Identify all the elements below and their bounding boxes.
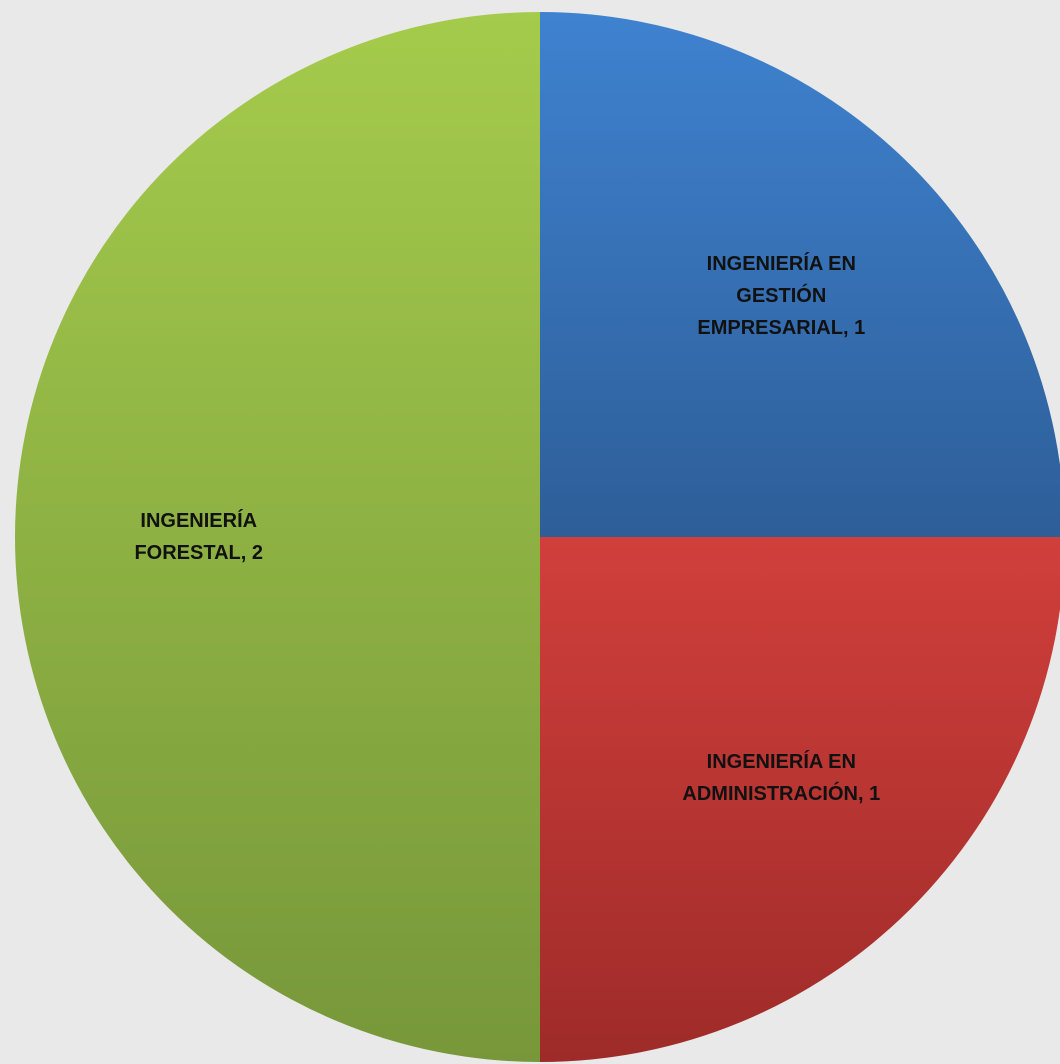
category-label: INGENIERÍA FORESTAL xyxy=(134,510,257,564)
label-box: INGENIERÍA EN ADMINISTRACIÓN 1 xyxy=(669,708,894,848)
label-text: INGENIERÍA EN ADMINISTRACIÓN 1 xyxy=(669,746,894,810)
pie-slice xyxy=(15,12,540,1062)
value-label: 2 xyxy=(251,542,264,564)
data-label: INGENIERÍA EN ADMINISTRACIÓN 1 xyxy=(669,708,894,848)
value-label: 1 xyxy=(869,783,881,806)
value-label: 1 xyxy=(854,316,866,339)
label-box: INGENIERÍA FORESTAL2 xyxy=(86,467,311,607)
pie-slice xyxy=(540,12,1060,537)
data-label: INGENIERÍA EN GESTIÓN EMPRESARIAL1 xyxy=(669,226,894,366)
label-box: INGENIERÍA EN GESTIÓN EMPRESARIAL1 xyxy=(669,226,894,366)
category-label: INGENIERÍA EN ADMINISTRACIÓN xyxy=(682,751,863,805)
pie-slice xyxy=(540,537,1060,1062)
category-label: INGENIERÍA EN GESTIÓN EMPRESARIAL xyxy=(697,253,856,339)
label-text: INGENIERÍA FORESTAL2 xyxy=(86,505,311,569)
data-label: INGENIERÍA FORESTAL2 xyxy=(86,467,311,607)
label-text: INGENIERÍA EN GESTIÓN EMPRESARIAL1 xyxy=(669,248,894,344)
